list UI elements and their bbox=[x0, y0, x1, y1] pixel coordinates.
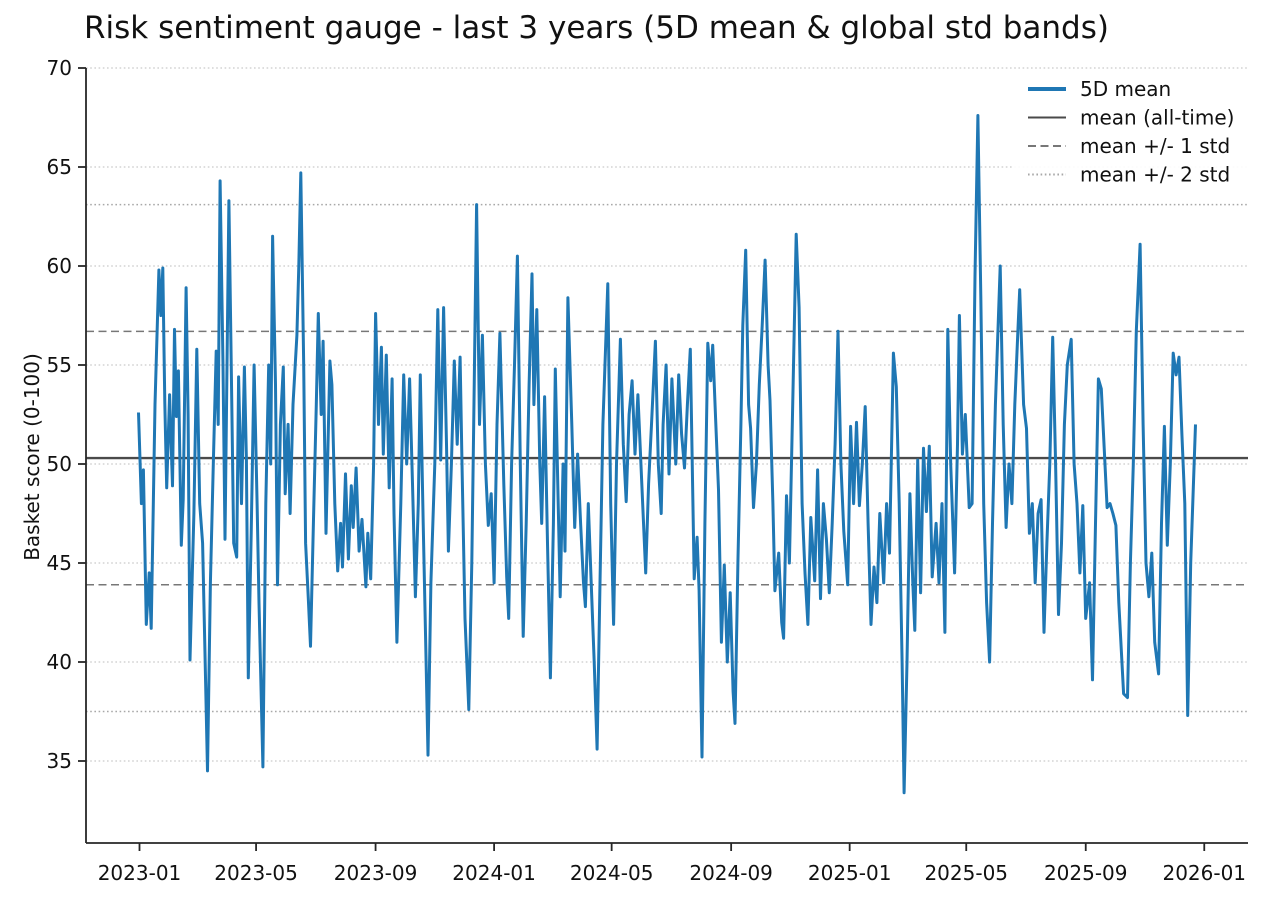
x-tick-label: 2025-05 bbox=[924, 861, 1008, 885]
y-tick-label: 60 bbox=[47, 254, 72, 278]
legend-box bbox=[1014, 73, 1252, 192]
x-tick-label: 2024-05 bbox=[570, 861, 654, 885]
x-tick-label: 2026-01 bbox=[1162, 861, 1246, 885]
y-tick-label: 50 bbox=[47, 452, 72, 476]
series-path-5d-mean bbox=[137, 114, 1197, 795]
chart-title: Risk sentiment gauge - last 3 years (5D … bbox=[84, 10, 1109, 46]
y-tick-label: 55 bbox=[47, 353, 72, 377]
legend-label: mean (all-time) bbox=[1080, 106, 1234, 130]
y-tick-label: 70 bbox=[47, 56, 72, 80]
y-axis-label: Basket score (0-100) bbox=[20, 353, 44, 561]
legend-label: mean +/- 2 std bbox=[1080, 163, 1230, 187]
y-tick-label: 35 bbox=[47, 749, 72, 773]
y-tick-label: 65 bbox=[47, 155, 72, 179]
x-tick-label: 2024-01 bbox=[452, 861, 536, 885]
x-tick-label: 2023-09 bbox=[334, 861, 418, 885]
y-tick-label: 40 bbox=[47, 650, 72, 674]
x-tick-label: 2025-09 bbox=[1044, 861, 1128, 885]
legend-label: 5D mean bbox=[1080, 77, 1171, 101]
y-tick-label: 45 bbox=[47, 551, 72, 575]
x-tick-label: 2023-05 bbox=[214, 861, 298, 885]
x-tick-label: 2023-01 bbox=[98, 861, 182, 885]
x-tick-label: 2024-09 bbox=[689, 861, 773, 885]
x-tick-label: 2025-01 bbox=[808, 861, 892, 885]
legend-label: mean +/- 1 std bbox=[1080, 134, 1230, 158]
